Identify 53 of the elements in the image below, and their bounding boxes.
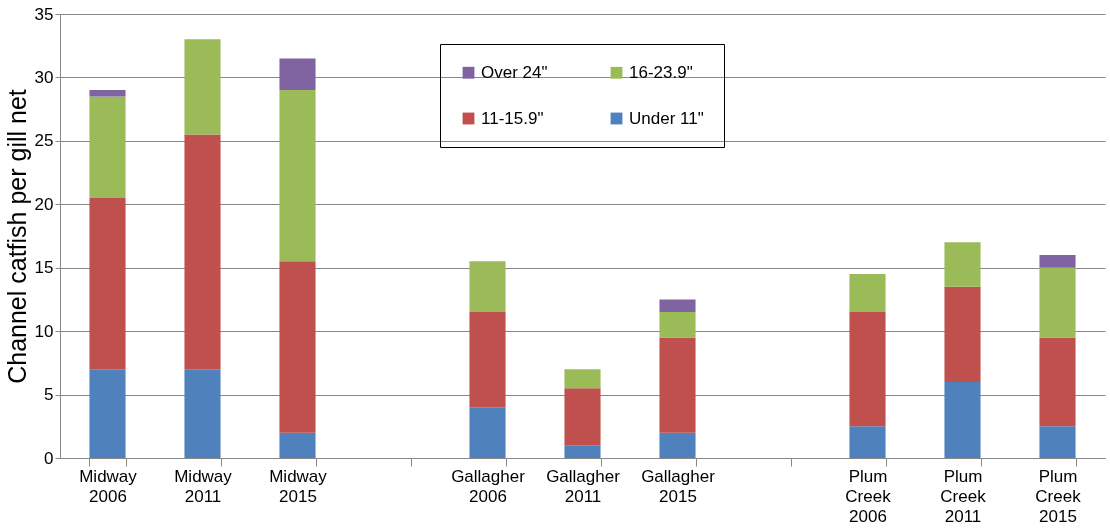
bar bbox=[469, 312, 506, 408]
y-tick-label: 35 bbox=[34, 4, 54, 24]
bar bbox=[469, 261, 506, 313]
x-tick-label: Midway 2015 bbox=[269, 466, 328, 506]
x-tick-label: Midway 2006 bbox=[79, 466, 138, 506]
bar bbox=[1039, 255, 1076, 268]
bar bbox=[1039, 267, 1076, 338]
bar bbox=[469, 407, 506, 458]
bar bbox=[279, 261, 316, 433]
y-tick-label: 15 bbox=[34, 258, 54, 278]
bar bbox=[279, 58, 316, 91]
bar bbox=[89, 369, 126, 458]
y-tick-label: 10 bbox=[34, 321, 54, 341]
bar bbox=[184, 134, 221, 370]
bar bbox=[89, 96, 126, 198]
bar bbox=[849, 312, 886, 427]
x-tick-label: Gallagher 2006 bbox=[451, 466, 526, 506]
y-axis-title: Channel catfish per gill net bbox=[2, 89, 31, 384]
bar bbox=[944, 242, 981, 287]
bar bbox=[1039, 426, 1076, 458]
y-tick-label: 5 bbox=[44, 385, 54, 405]
bar bbox=[659, 312, 696, 338]
legend-label: Over 24" bbox=[481, 62, 548, 82]
bar bbox=[564, 445, 601, 458]
y-tick-label: 30 bbox=[34, 67, 54, 87]
bar bbox=[659, 299, 696, 313]
y-tick-label: 20 bbox=[34, 194, 54, 214]
x-tick-label: Plum Creek 2006 bbox=[845, 466, 892, 526]
bar bbox=[659, 337, 696, 433]
bar bbox=[659, 432, 696, 458]
bar bbox=[564, 369, 601, 389]
bar bbox=[279, 432, 316, 458]
bar bbox=[849, 426, 886, 458]
legend-label: Under 11" bbox=[629, 108, 704, 128]
bar bbox=[279, 90, 316, 262]
bar bbox=[184, 369, 221, 458]
x-tick-label: Gallagher 2011 bbox=[546, 466, 621, 506]
x-tick-label: Midway 2011 bbox=[174, 466, 233, 506]
bar bbox=[89, 197, 126, 370]
bar bbox=[1039, 337, 1076, 427]
y-tick-label: 0 bbox=[44, 448, 54, 468]
x-tick-label: Gallagher 2015 bbox=[641, 466, 716, 506]
bar bbox=[944, 381, 981, 458]
y-tick-label: 25 bbox=[34, 131, 54, 151]
bar bbox=[89, 90, 126, 97]
legend-label: 11-15.9" bbox=[481, 108, 544, 128]
x-tick-label: Plum Creek 2015 bbox=[1035, 466, 1082, 526]
legend-label: 16-23.9" bbox=[629, 62, 693, 82]
x-tick-label: Plum Creek 2011 bbox=[940, 466, 987, 526]
bar bbox=[184, 39, 221, 135]
bar bbox=[944, 286, 981, 382]
bar bbox=[564, 388, 601, 446]
bar bbox=[849, 274, 886, 313]
